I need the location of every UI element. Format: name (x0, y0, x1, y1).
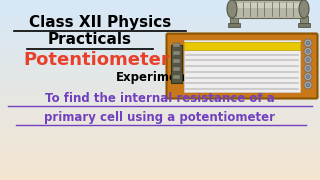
Circle shape (306, 41, 310, 45)
Circle shape (304, 47, 312, 55)
Bar (298, 23, 310, 27)
Text: Potentiometer: Potentiometer (24, 51, 170, 69)
Bar (173, 51, 180, 55)
Text: primary cell using a potentiometer: primary cell using a potentiometer (44, 111, 276, 123)
Bar (173, 43, 180, 47)
Bar (171, 45, 182, 83)
Bar (300, 16, 308, 26)
Text: Practicals: Practicals (48, 33, 132, 48)
Circle shape (304, 64, 312, 72)
Bar (232, 0, 304, 18)
Text: To find the internal resistance of a: To find the internal resistance of a (45, 91, 275, 105)
Circle shape (306, 49, 310, 53)
FancyBboxPatch shape (166, 33, 317, 98)
Circle shape (306, 58, 310, 62)
Circle shape (306, 83, 310, 87)
Bar (230, 16, 238, 26)
Circle shape (306, 75, 310, 79)
Bar (184, 42, 300, 50)
Circle shape (304, 81, 312, 89)
Ellipse shape (299, 0, 309, 18)
Bar (173, 59, 180, 63)
Bar (228, 23, 240, 27)
Bar (173, 75, 180, 79)
Ellipse shape (227, 0, 237, 18)
Circle shape (304, 73, 312, 81)
Circle shape (304, 56, 312, 64)
Circle shape (306, 66, 310, 70)
Circle shape (304, 39, 312, 47)
Text: Class XII Physics: Class XII Physics (29, 15, 171, 30)
Bar (234, 3, 302, 8)
Bar (184, 40, 300, 92)
Text: Experiment:4: Experiment:4 (116, 71, 204, 84)
Bar (173, 67, 180, 71)
